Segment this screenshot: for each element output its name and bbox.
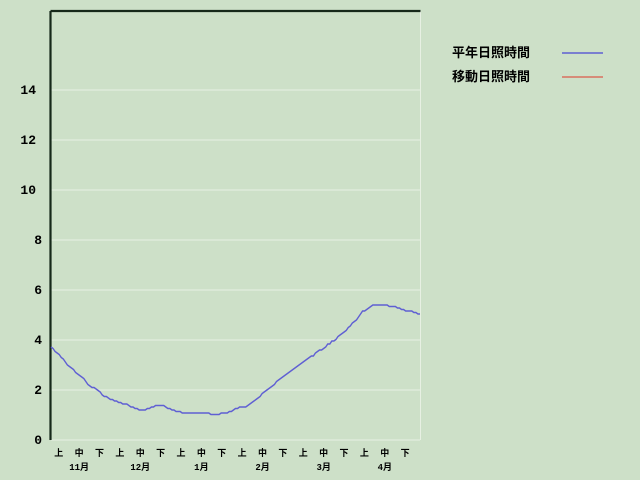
svg-text:下: 下	[278, 448, 287, 459]
svg-text:中: 中	[75, 447, 84, 459]
svg-text:8: 8	[34, 233, 42, 248]
svg-text:中: 中	[319, 447, 328, 459]
svg-text:4: 4	[34, 333, 42, 348]
svg-text:2月: 2月	[255, 462, 269, 473]
svg-text:10: 10	[20, 183, 36, 198]
svg-text:中: 中	[197, 447, 206, 459]
svg-text:12月: 12月	[130, 462, 150, 473]
svg-text:14: 14	[20, 83, 36, 98]
svg-text:移動日照時間: 移動日照時間	[452, 69, 530, 85]
svg-text:下: 下	[340, 448, 349, 459]
svg-text:3月: 3月	[316, 462, 330, 473]
svg-text:上: 上	[299, 447, 308, 459]
svg-text:1月: 1月	[194, 462, 208, 473]
svg-text:下: 下	[95, 448, 104, 459]
svg-text:中: 中	[136, 447, 145, 459]
svg-text:上: 上	[238, 447, 247, 459]
svg-text:0: 0	[34, 433, 42, 448]
svg-text:6: 6	[34, 283, 42, 298]
svg-text:上: 上	[360, 447, 369, 459]
svg-text:上: 上	[54, 447, 63, 459]
svg-text:12: 12	[20, 133, 36, 148]
svg-text:2: 2	[34, 383, 42, 398]
svg-text:上: 上	[177, 447, 186, 459]
svg-text:下: 下	[401, 448, 410, 459]
svg-text:下: 下	[156, 448, 165, 459]
svg-text:中: 中	[380, 447, 389, 459]
svg-text:中: 中	[258, 447, 267, 459]
svg-text:4月: 4月	[378, 462, 392, 473]
svg-text:下: 下	[217, 448, 226, 459]
svg-text:平年日照時間: 平年日照時間	[452, 45, 530, 61]
svg-text:11月: 11月	[69, 462, 89, 473]
svg-text:上: 上	[115, 447, 124, 459]
